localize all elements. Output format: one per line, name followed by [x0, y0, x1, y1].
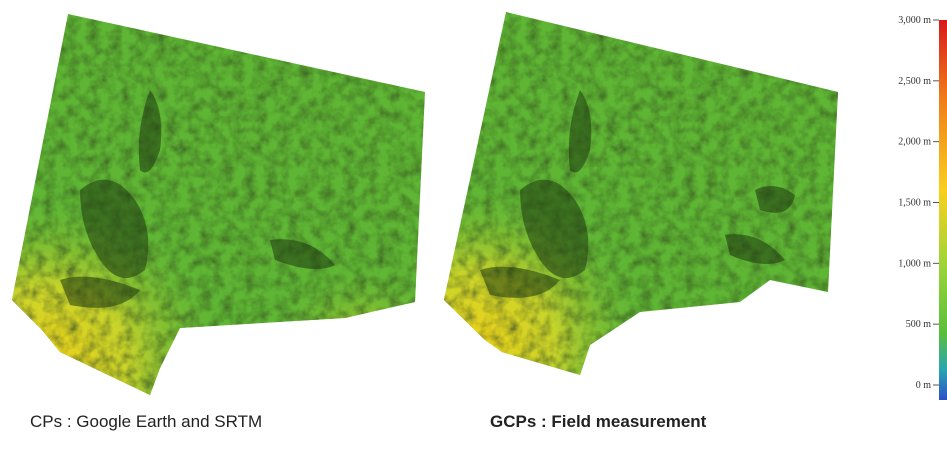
scale-tick-label: 1,500 m: [898, 198, 931, 209]
elevation-color-bar: [939, 20, 947, 400]
scale-tick-label: 3,000 m: [898, 15, 931, 26]
scale-tick-label: 2,000 m: [898, 137, 931, 148]
caption-left: CPs : Google Earth and SRTM: [30, 412, 263, 431]
dem-map-left: [12, 14, 425, 395]
scale-tick-label: 2,500 m: [898, 76, 931, 87]
scale-tick-label: 0 m: [916, 380, 932, 391]
scale-tick-label: 500 m: [906, 319, 932, 330]
elevation-scale: 3,000 m 2,500 m 2,000 m 1,500 m 1,000 m 500 m…: [898, 15, 947, 400]
dem-map-right: [444, 12, 838, 375]
scale-tick-label: 1,000 m: [898, 258, 931, 269]
caption-right: GCPs : Field measurement: [490, 412, 707, 431]
